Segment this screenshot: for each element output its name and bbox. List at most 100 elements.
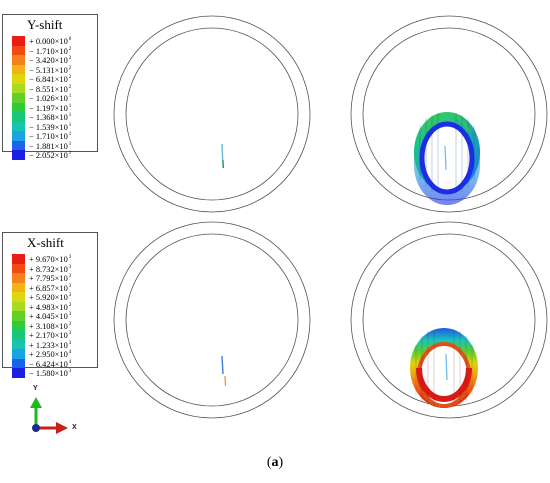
legend-swatch xyxy=(12,339,25,349)
legend-value-exponent: 1 xyxy=(68,122,72,128)
legend-value-mantissa: − 6.841×10 xyxy=(29,75,68,84)
legend-swatch xyxy=(12,273,25,283)
inner-pipe-circle xyxy=(125,27,299,201)
legend-value-mantissa: + 8.732×10 xyxy=(29,264,68,274)
legend-value-exponent: 3 xyxy=(68,369,72,374)
legend-value-exponent: 1 xyxy=(68,103,72,109)
legend-value-exponent: 1 xyxy=(68,141,72,147)
figure-caption: (a) xyxy=(0,455,550,471)
legend-value-mantissa: − 8.551×10 xyxy=(29,84,68,94)
legend-swatch xyxy=(12,150,25,160)
legend-title: Y-shift xyxy=(27,17,63,32)
legend-swatch xyxy=(12,112,25,122)
legend-value: − 1.710×101 xyxy=(29,130,71,142)
legend-value-mantissa: + 2.950×10 xyxy=(29,350,68,359)
legend-value: − 8.551×102 xyxy=(29,83,71,95)
legend-value-mantissa: − 5.131×10 xyxy=(29,65,68,75)
legend-value: − 1.539×101 xyxy=(29,121,71,133)
outer-pipe-circle xyxy=(350,15,548,213)
legend-value-exponent: 2 xyxy=(68,56,72,61)
legend-value-mantissa: + 6.857×10 xyxy=(29,283,68,293)
legend-swatch xyxy=(12,102,25,112)
legend-value-exponent: 4 xyxy=(68,359,72,365)
legend-value-exponent: 3 xyxy=(68,283,72,289)
legend-value-exponent: 1 xyxy=(68,94,72,99)
view-bottom-left xyxy=(113,221,311,419)
legend-value-mantissa: + 7.795×10 xyxy=(29,274,68,283)
legend-swatch xyxy=(12,36,25,46)
legend-value: + 0.000×100 xyxy=(29,35,71,47)
legend-value-exponent: 2 xyxy=(68,75,72,80)
legend-value: − 1.710×102 xyxy=(29,45,71,57)
legend-value-exponent: 1 xyxy=(68,151,72,156)
caption-open: ( xyxy=(266,455,272,470)
legend-value-mantissa: − 3.420×10 xyxy=(29,56,68,65)
legend-value: − 1.580×103 xyxy=(29,367,71,379)
legend-value-exponent: 1 xyxy=(68,132,72,137)
legend-swatch xyxy=(12,311,25,321)
y-arrowhead-icon xyxy=(30,397,42,408)
legend-value-exponent: 3 xyxy=(68,340,72,346)
legend-value-exponent: 3 xyxy=(68,293,72,298)
legend-value-exponent: 1 xyxy=(68,113,72,118)
legend-value: + 2.950×104 xyxy=(29,348,71,360)
caption-close: ) xyxy=(278,455,284,470)
crack-mark-tip xyxy=(224,375,227,387)
legend-swatch xyxy=(12,320,25,330)
legend-value-exponent: 3 xyxy=(68,312,72,317)
legend-value: + 8.732×103 xyxy=(29,263,71,275)
legend-value-mantissa: − 2.052×10 xyxy=(29,151,68,160)
legend-swatch xyxy=(12,131,25,141)
inner-pipe-circle xyxy=(125,233,299,407)
legend-swatch xyxy=(12,64,25,74)
legend-value: + 4.983×103 xyxy=(29,301,71,313)
legend-value: + 7.795×103 xyxy=(29,272,71,284)
legend-value-mantissa: − 1.710×10 xyxy=(29,132,68,141)
legend-value: − 1.881×101 xyxy=(29,140,71,152)
legend-value-exponent: 3 xyxy=(68,321,72,327)
legend-value: − 1.026×101 xyxy=(29,92,71,104)
coordinate-triad xyxy=(30,397,68,434)
legend-swatch xyxy=(12,83,25,93)
legend-swatch xyxy=(12,349,25,359)
outer-pipe-circle xyxy=(113,221,311,419)
legend-value-mantissa: − 6.424×10 xyxy=(29,359,68,369)
legend-swatch xyxy=(12,368,25,378)
legend-value-mantissa: + 0.000×10 xyxy=(29,37,68,46)
legend-swatch xyxy=(12,140,25,150)
legend-value-exponent: 3 xyxy=(68,331,72,336)
legend-value: + 2.170×103 xyxy=(29,329,71,341)
legend-value: − 1.368×101 xyxy=(29,111,71,123)
legend-value: − 1.197×101 xyxy=(29,102,71,114)
legend-value: − 5.131×102 xyxy=(29,64,71,76)
x-arrowhead-icon xyxy=(56,422,68,434)
legend-swatch xyxy=(12,330,25,340)
legend-value-exponent: 2 xyxy=(68,65,72,71)
y-axis-label: Y xyxy=(33,385,38,392)
legend-value: − 6.841×102 xyxy=(29,73,71,85)
legend-swatch xyxy=(12,292,25,302)
legend-value: − 6.424×104 xyxy=(29,358,71,370)
legend-value-exponent: 4 xyxy=(68,350,72,355)
legend-swatch xyxy=(12,282,25,292)
legend-swatch xyxy=(12,263,25,273)
crack-mark-tip xyxy=(222,159,225,169)
legend-value-exponent: 3 xyxy=(68,255,72,260)
legend-value-exponent: 3 xyxy=(68,264,72,270)
outer-pipe-circle xyxy=(113,15,311,213)
legend-value-mantissa: − 1.580×10 xyxy=(29,369,68,378)
caption-letter: a xyxy=(271,455,279,470)
legend-swatch xyxy=(12,74,25,84)
legend-title: X-shift xyxy=(27,235,64,250)
legend-value-exponent: 3 xyxy=(68,302,72,308)
legend-value: + 5.920×103 xyxy=(29,291,71,303)
legend-value-mantissa: − 1.710×10 xyxy=(29,46,68,56)
legend-value: + 6.857×103 xyxy=(29,282,71,294)
triad-origin xyxy=(32,424,40,432)
legend-value-mantissa: + 5.920×10 xyxy=(29,293,68,302)
legend-value: − 3.420×102 xyxy=(29,54,71,66)
legend-swatch xyxy=(12,254,25,264)
legend-value-mantissa: + 3.108×10 xyxy=(29,321,68,331)
legend-value-mantissa: + 2.170×10 xyxy=(29,331,68,340)
